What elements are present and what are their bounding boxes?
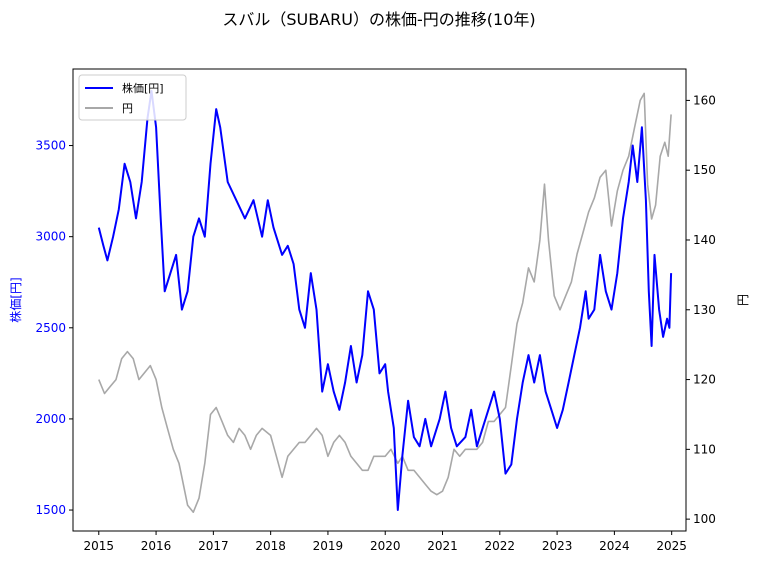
x-axis: 2015 2016 2017 2018 2019 2020 2021 2022 2023 2024… bbox=[84, 531, 687, 553]
x-tick-label: 2024 bbox=[599, 539, 630, 553]
x-tick-label: 2020 bbox=[370, 539, 401, 553]
y-left-tick-label: 3500 bbox=[35, 139, 66, 153]
legend-label: 円 bbox=[122, 102, 133, 115]
y-axis-left: 1500 2000 2500 3000 3500 bbox=[35, 139, 73, 517]
x-tick-label: 2016 bbox=[141, 539, 172, 553]
plot-area bbox=[97, 89, 673, 513]
y-axis-left-label: 株価[円] bbox=[8, 277, 23, 322]
y-left-tick-label: 2000 bbox=[35, 412, 66, 426]
y-axis-right-label: 円 bbox=[736, 294, 750, 306]
legend: 株価[円] 円 bbox=[78, 74, 187, 121]
x-tick-label: 2015 bbox=[84, 539, 115, 553]
y-left-tick-label: 2500 bbox=[35, 321, 66, 335]
x-tick-label: 2021 bbox=[427, 539, 458, 553]
y-right-tick-label: 120 bbox=[693, 373, 716, 387]
x-tick-label: 2025 bbox=[656, 539, 687, 553]
stock-price-line bbox=[97, 89, 673, 511]
x-tick-label: 2022 bbox=[485, 539, 516, 553]
y-right-tick-label: 100 bbox=[693, 512, 716, 526]
y-axis-right: 100 110 120 130 140 150 160 bbox=[686, 93, 716, 526]
y-right-tick-label: 160 bbox=[693, 93, 716, 107]
x-tick-label: 2017 bbox=[198, 539, 229, 553]
x-tick-label: 2019 bbox=[313, 539, 344, 553]
legend-label: 株価[円] bbox=[122, 81, 164, 95]
x-tick-label: 2023 bbox=[542, 539, 573, 553]
chart-title: スバル（SUBARU）の株価-円の推移(10年) bbox=[222, 10, 535, 29]
y-right-tick-label: 140 bbox=[693, 233, 716, 247]
y-left-tick-label: 1500 bbox=[35, 503, 66, 517]
y-right-tick-label: 110 bbox=[693, 442, 716, 456]
plot-frame bbox=[72, 68, 687, 532]
y-left-tick-label: 3000 bbox=[35, 230, 66, 244]
y-right-tick-label: 150 bbox=[693, 163, 716, 177]
x-tick-label: 2018 bbox=[255, 539, 286, 553]
y-right-tick-label: 130 bbox=[693, 303, 716, 317]
